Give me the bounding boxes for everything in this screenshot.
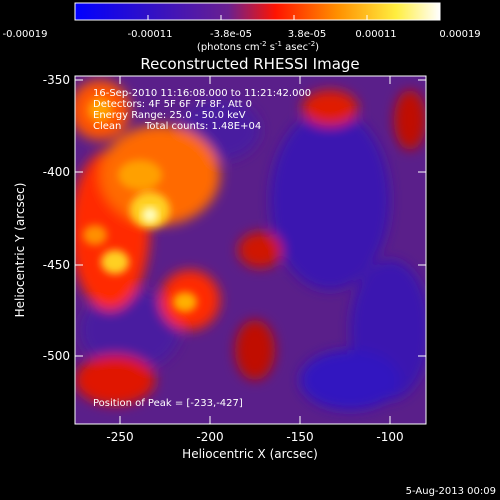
x-tick-label: -150 xyxy=(286,430,313,444)
colorbar-gradient xyxy=(74,2,441,21)
annotation-counts: Total counts: 1.48E+04 xyxy=(144,121,261,132)
footer-date: 5-Aug-2013 00:09 xyxy=(406,486,496,497)
plot-frame xyxy=(74,75,427,425)
annotation-energy: Energy Range: 25.0 - 50.0 keV xyxy=(93,110,246,121)
annotations: 16-Sep-2010 11:16:08.000 to 11:21:42.000… xyxy=(93,88,311,409)
annotation-time-range: 16-Sep-2010 11:16:08.000 to 11:21:42.000 xyxy=(93,88,311,99)
y-axis-label: Heliocentric Y (arcsec) xyxy=(13,183,27,318)
annotation-detectors: Detectors: 4F 5F 6F 7F 8F, Att 0 xyxy=(93,99,252,110)
y-tick-label: -500 xyxy=(43,349,70,363)
y-axis-ticks xyxy=(75,79,426,357)
x-axis-ticks xyxy=(119,76,391,424)
colorbar-tick-label: -0.00019 xyxy=(3,29,48,40)
colorbar-tick-label: 0.00011 xyxy=(355,29,396,40)
y-tick-label: -400 xyxy=(43,165,70,179)
plot-title: Reconstructed RHESSI Image xyxy=(140,55,359,73)
colorbar: -0.00019 -0.00011 -3.8e-05 3.8e-05 0.000… xyxy=(3,2,481,53)
x-axis-label: Heliocentric X (arcsec) xyxy=(182,447,318,461)
rhessi-image xyxy=(75,76,426,424)
annotation-peak: Position of Peak = [-233,-427] xyxy=(93,398,243,409)
colorbar-unit-label: (photons cm-2 s-1 asec-2) xyxy=(197,40,319,53)
x-tick-label: -100 xyxy=(376,430,403,444)
colorbar-tick-label: 3.8e-05 xyxy=(288,29,326,40)
colorbar-tick-label: 0.00019 xyxy=(439,29,480,40)
x-tick-label: -250 xyxy=(106,430,133,444)
colorbar-tick-label: -0.00011 xyxy=(128,29,173,40)
y-tick-label: -450 xyxy=(43,258,70,272)
x-tick-label: -200 xyxy=(196,430,223,444)
colorbar-tick-label: -3.8e-05 xyxy=(210,29,252,40)
y-tick-label: -350 xyxy=(43,73,70,87)
annotation-method: Clean xyxy=(93,121,121,132)
